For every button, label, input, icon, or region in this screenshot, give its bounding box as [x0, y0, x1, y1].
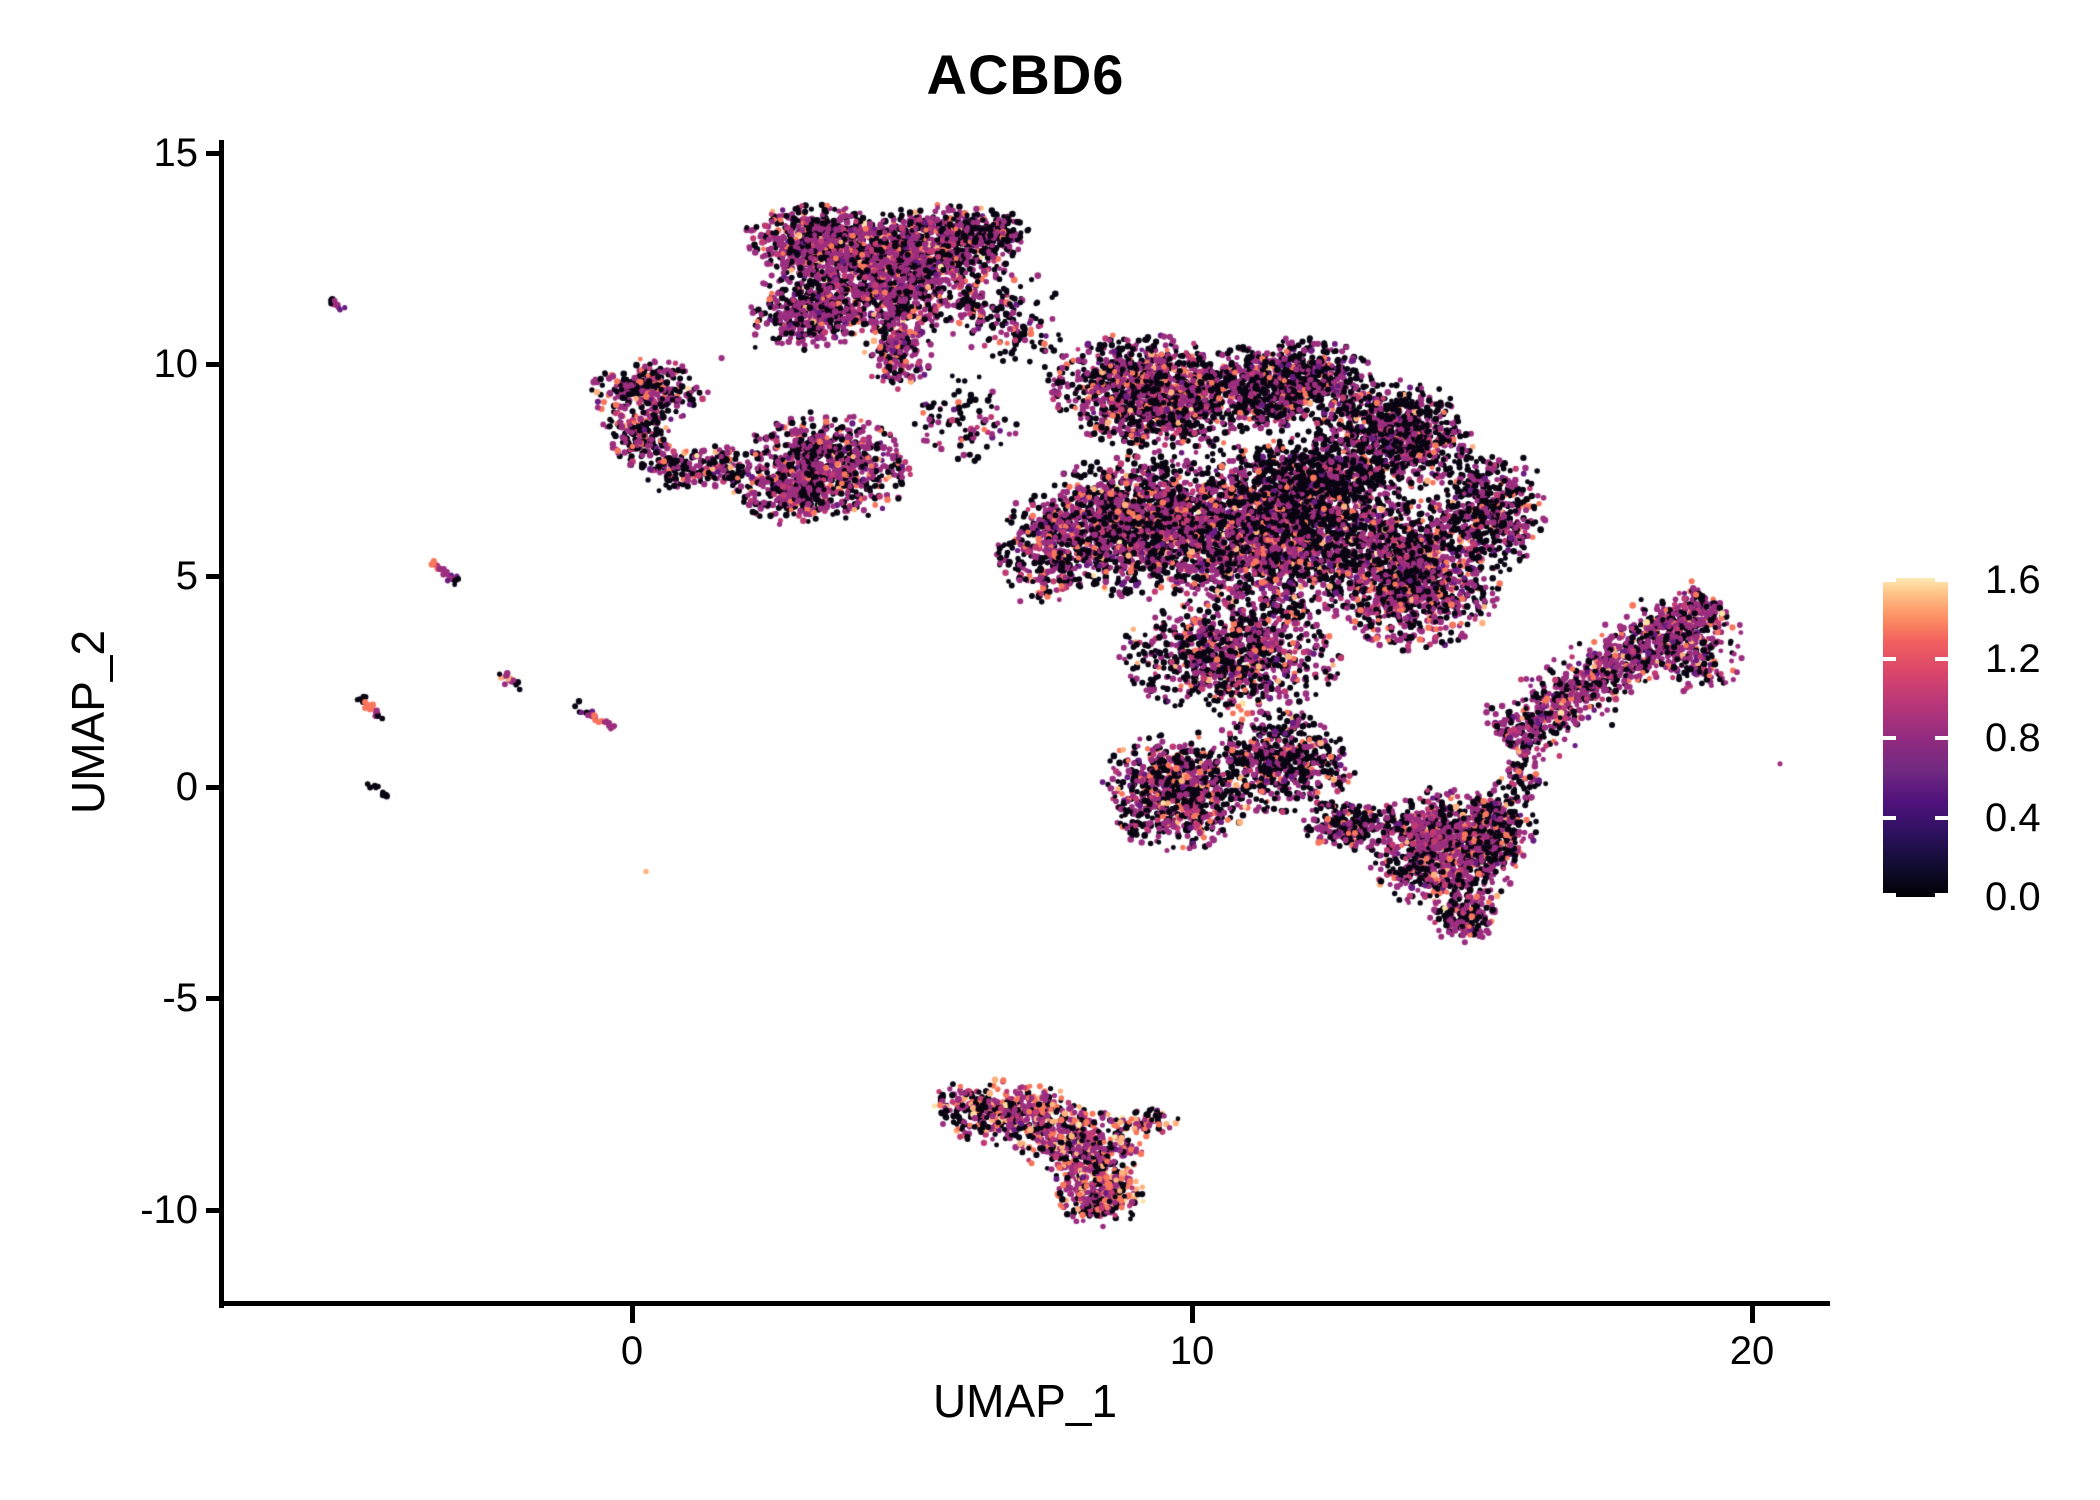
y-tick-label: 10 — [153, 342, 199, 387]
y-tick-mark — [206, 785, 223, 790]
colorbar-tick-mark — [1883, 736, 1896, 741]
colorbar-tick-mark — [1883, 815, 1896, 820]
expression-colorbar — [1883, 578, 1948, 897]
colorbar-tick-mark — [1935, 736, 1948, 741]
colorbar-tick-label: 0.8 — [1985, 716, 2041, 761]
x-tick-mark — [1190, 1306, 1195, 1323]
colorbar-tick-mark — [1883, 578, 1896, 582]
y-tick-label: 5 — [175, 553, 198, 598]
colorbar-tick-mark — [1935, 657, 1948, 662]
y-axis-title: UMAP_2 — [62, 629, 114, 815]
colorbar-tick-mark — [1883, 657, 1896, 662]
x-tick-label: 20 — [1729, 1329, 1775, 1373]
y-axis-line — [219, 140, 224, 1308]
y-tick-label: -5 — [162, 976, 198, 1021]
colorbar-tick-label: 1.6 — [1985, 557, 2041, 602]
colorbar-tick-label: 1.2 — [1985, 637, 2041, 682]
y-tick-mark — [206, 1207, 223, 1213]
y-tick-label: -10 — [140, 1187, 198, 1232]
y-tick-mark — [206, 362, 223, 368]
y-tick-mark — [206, 150, 223, 156]
colorbar-tick-mark — [1883, 893, 1896, 897]
colorbar-tick-mark — [1935, 815, 1948, 820]
x-tick-mark — [630, 1306, 635, 1323]
y-tick-mark — [206, 573, 223, 579]
x-tick-mark — [1750, 1306, 1755, 1323]
x-tick-label: 0 — [620, 1329, 644, 1373]
y-tick-mark — [206, 996, 223, 1002]
x-axis-title: UMAP_1 — [932, 1375, 1118, 1427]
colorbar-tick-label: 0.4 — [1985, 795, 2041, 840]
colorbar-tick-label: 0.0 — [1985, 875, 2041, 919]
x-axis-line — [219, 1301, 1830, 1306]
x-tick-label: 10 — [1169, 1329, 1215, 1373]
colorbar-tick-mark — [1935, 893, 1948, 897]
y-tick-label: 0 — [175, 765, 198, 809]
colorbar-tick-mark — [1935, 578, 1948, 582]
y-tick-label: 15 — [153, 130, 199, 175]
